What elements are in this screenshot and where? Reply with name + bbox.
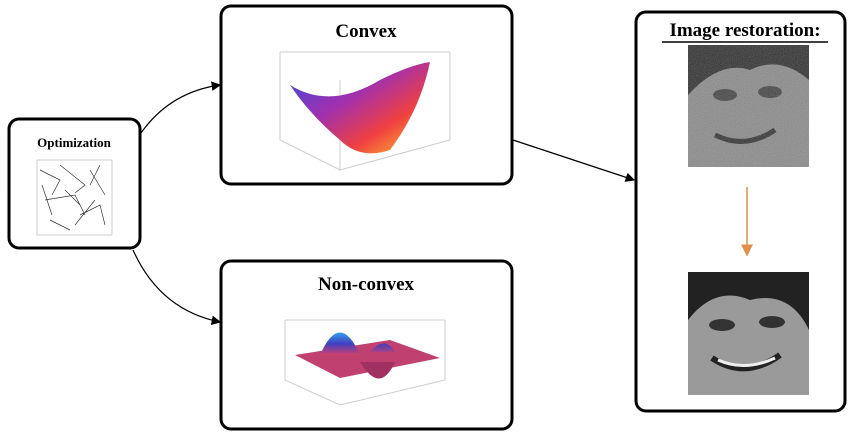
- arrow-to-nonconvex: [133, 250, 220, 322]
- restoration-label: Image restoration:: [669, 20, 820, 41]
- optimization-label: Optimization: [37, 135, 111, 150]
- noisy-image: [688, 45, 809, 167]
- convex-label: Convex: [335, 21, 397, 42]
- diagram: Optimization Convex Non-convex Image res…: [0, 0, 853, 433]
- arrow-to-restoration: [513, 140, 634, 180]
- restored-image: [688, 272, 809, 395]
- nonconvex-label: Non-convex: [318, 274, 415, 295]
- arrow-to-convex: [141, 85, 220, 133]
